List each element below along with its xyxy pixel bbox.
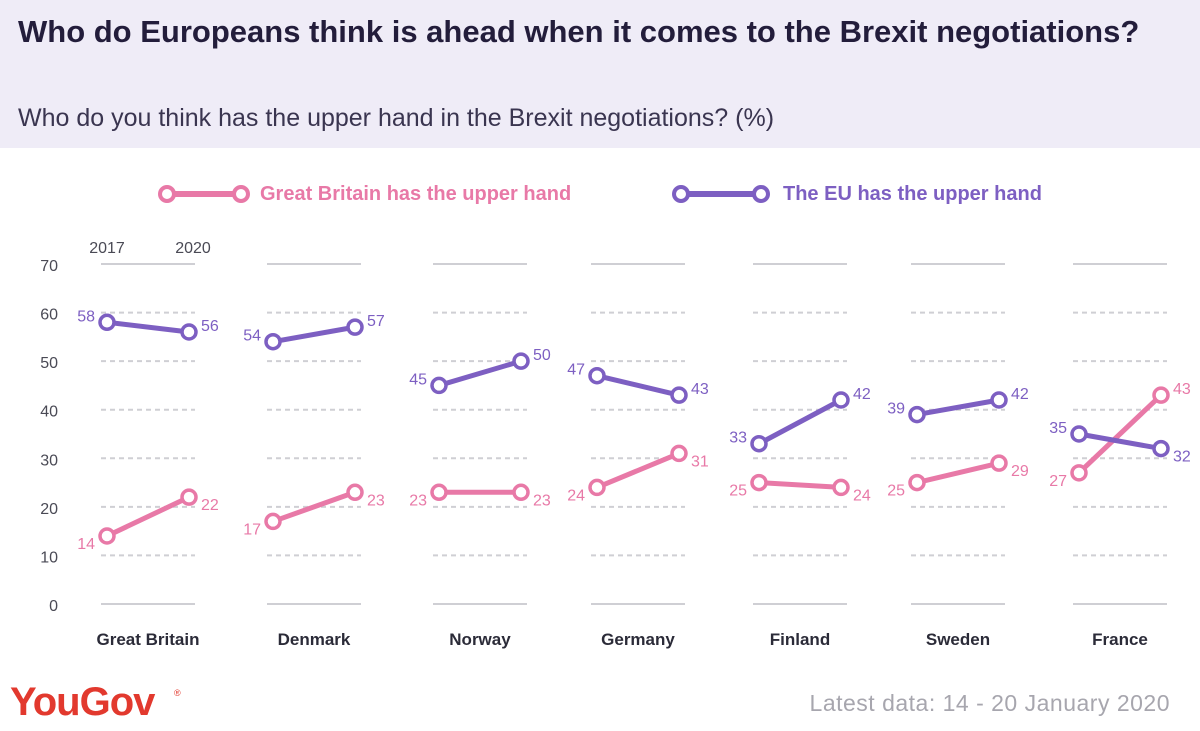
series-line-eu-sweden bbox=[914, 397, 1002, 418]
data-label-gb-great-britain-2017: 14 bbox=[77, 536, 95, 553]
data-label-gb-finland-2020: 24 bbox=[853, 487, 871, 504]
country-label-great-britain: Great Britain bbox=[97, 630, 200, 649]
point-eu-sweden-2017 bbox=[908, 405, 926, 424]
point-gb-finland-2017 bbox=[750, 473, 768, 492]
yougov-logo-registered-mark: ® bbox=[174, 688, 181, 698]
y-tick-label: 20 bbox=[40, 501, 58, 518]
series-line-eu-germany bbox=[594, 373, 682, 398]
point-gb-norway-2020 bbox=[512, 483, 530, 502]
country-label-germany: Germany bbox=[601, 630, 675, 649]
data-label-gb-sweden-2020: 29 bbox=[1011, 463, 1029, 480]
point-eu-finland-2020 bbox=[832, 391, 850, 409]
point-gb-france-2017 bbox=[1070, 464, 1088, 482]
header-band: Who do Europeans think is ahead when it … bbox=[0, 0, 1200, 148]
x-label-start-year: 2017 bbox=[89, 240, 125, 257]
series-line-eu-norway bbox=[436, 358, 524, 388]
point-eu-germany-2020 bbox=[670, 386, 688, 404]
data-label-eu-denmark-2020: 57 bbox=[367, 313, 385, 330]
data-label-gb-finland-2017: 25 bbox=[729, 483, 747, 500]
y-tick-label: 30 bbox=[40, 452, 58, 469]
y-tick-label: 50 bbox=[40, 355, 58, 372]
series-line-eu-finland bbox=[756, 397, 844, 447]
series-line-eu-great-britain bbox=[104, 319, 192, 335]
data-label-gb-france-2020: 43 bbox=[1173, 381, 1191, 398]
legend-eu-line-icon bbox=[672, 185, 770, 203]
series-line-gb-france bbox=[1076, 392, 1164, 476]
point-eu-finland-2017 bbox=[750, 434, 768, 453]
data-label-eu-germany-2020: 43 bbox=[691, 381, 709, 398]
series-line-gb-sweden bbox=[914, 460, 1002, 486]
data-label-gb-france-2017: 27 bbox=[1049, 473, 1067, 490]
data-label-gb-germany-2020: 31 bbox=[691, 453, 709, 470]
data-label-eu-great-britain-2017: 58 bbox=[77, 308, 95, 325]
point-gb-denmark-2017 bbox=[264, 512, 282, 531]
y-tick-label: 60 bbox=[40, 307, 58, 324]
series-line-gb-great-britain bbox=[104, 494, 192, 539]
country-label-finland: Finland bbox=[770, 630, 830, 649]
legend-item-eu: The EU has the upper hand bbox=[672, 177, 1072, 211]
series-line-gb-germany bbox=[594, 450, 682, 490]
data-label-eu-france-2020: 32 bbox=[1173, 449, 1191, 466]
data-label-eu-france-2017: 35 bbox=[1049, 420, 1067, 437]
point-eu-france-2017 bbox=[1070, 425, 1088, 443]
legend-gb-line-icon bbox=[158, 185, 250, 203]
chart-subtitle: Who do you think has the upper hand in t… bbox=[18, 104, 775, 132]
data-label-eu-sweden-2020: 42 bbox=[1011, 386, 1029, 403]
point-gb-denmark-2020 bbox=[346, 483, 364, 502]
legend-item-gb: Great Britain has the upper hand bbox=[158, 177, 598, 211]
country-label-france: France bbox=[1092, 630, 1148, 649]
data-label-eu-sweden-2017: 39 bbox=[887, 401, 905, 418]
latest-data-date: Latest data: 14 - 20 January 2020 bbox=[809, 690, 1170, 716]
point-gb-sweden-2017 bbox=[908, 473, 926, 492]
data-label-eu-denmark-2017: 54 bbox=[243, 328, 261, 345]
data-label-eu-norway-2017: 45 bbox=[409, 371, 427, 388]
data-label-gb-sweden-2017: 25 bbox=[887, 483, 905, 500]
y-tick-label: 40 bbox=[40, 404, 58, 421]
y-tick-label: 10 bbox=[40, 549, 58, 566]
data-label-gb-great-britain-2020: 22 bbox=[201, 497, 219, 514]
data-label-gb-denmark-2020: 23 bbox=[367, 492, 385, 509]
data-label-eu-norway-2020: 50 bbox=[533, 347, 551, 364]
point-eu-sweden-2020 bbox=[990, 391, 1008, 409]
point-gb-sweden-2020 bbox=[990, 454, 1008, 472]
data-label-eu-finland-2017: 33 bbox=[729, 430, 747, 447]
point-gb-finland-2020 bbox=[832, 478, 850, 497]
series-line-gb-finland bbox=[756, 480, 844, 490]
point-gb-norway-2017 bbox=[430, 483, 448, 502]
point-gb-france-2020 bbox=[1152, 386, 1170, 404]
legend-eu-label: The EU has the upper hand bbox=[783, 183, 1042, 205]
point-eu-denmark-2017 bbox=[264, 332, 282, 351]
x-label-end-year: 2020 bbox=[175, 240, 211, 257]
country-label-denmark: Denmark bbox=[278, 630, 351, 649]
point-gb-germany-2020 bbox=[670, 444, 688, 463]
series-line-eu-denmark bbox=[270, 324, 358, 345]
point-gb-great-britain-2017 bbox=[98, 527, 116, 545]
y-tick-label: 70 bbox=[40, 258, 58, 275]
series-line-gb-denmark bbox=[270, 489, 358, 524]
point-gb-germany-2017 bbox=[588, 478, 606, 497]
data-label-gb-denmark-2017: 17 bbox=[243, 521, 261, 538]
data-label-gb-germany-2017: 24 bbox=[567, 487, 585, 504]
data-label-eu-germany-2017: 47 bbox=[567, 362, 585, 379]
point-eu-norway-2017 bbox=[430, 376, 448, 395]
country-label-norway: Norway bbox=[449, 630, 511, 649]
data-label-gb-norway-2020: 23 bbox=[533, 492, 551, 509]
point-eu-germany-2017 bbox=[588, 366, 606, 385]
series-line-eu-france bbox=[1076, 431, 1164, 452]
point-eu-denmark-2020 bbox=[346, 318, 364, 336]
point-eu-great-britain-2017 bbox=[98, 313, 116, 332]
chart-title: Who do Europeans think is ahead when it … bbox=[18, 14, 1140, 49]
yougov-logo: YouGov bbox=[10, 680, 155, 724]
data-label-eu-finland-2020: 42 bbox=[853, 386, 871, 403]
y-tick-label: 0 bbox=[49, 598, 58, 615]
point-eu-france-2020 bbox=[1152, 439, 1170, 458]
country-label-sweden: Sweden bbox=[926, 630, 990, 649]
data-label-gb-norway-2017: 23 bbox=[409, 492, 427, 509]
point-gb-great-britain-2020 bbox=[180, 488, 198, 506]
data-label-eu-great-britain-2020: 56 bbox=[201, 318, 219, 335]
point-eu-great-britain-2020 bbox=[180, 323, 198, 341]
legend-gb-label: Great Britain has the upper hand bbox=[260, 183, 572, 205]
point-eu-norway-2020 bbox=[512, 352, 530, 370]
